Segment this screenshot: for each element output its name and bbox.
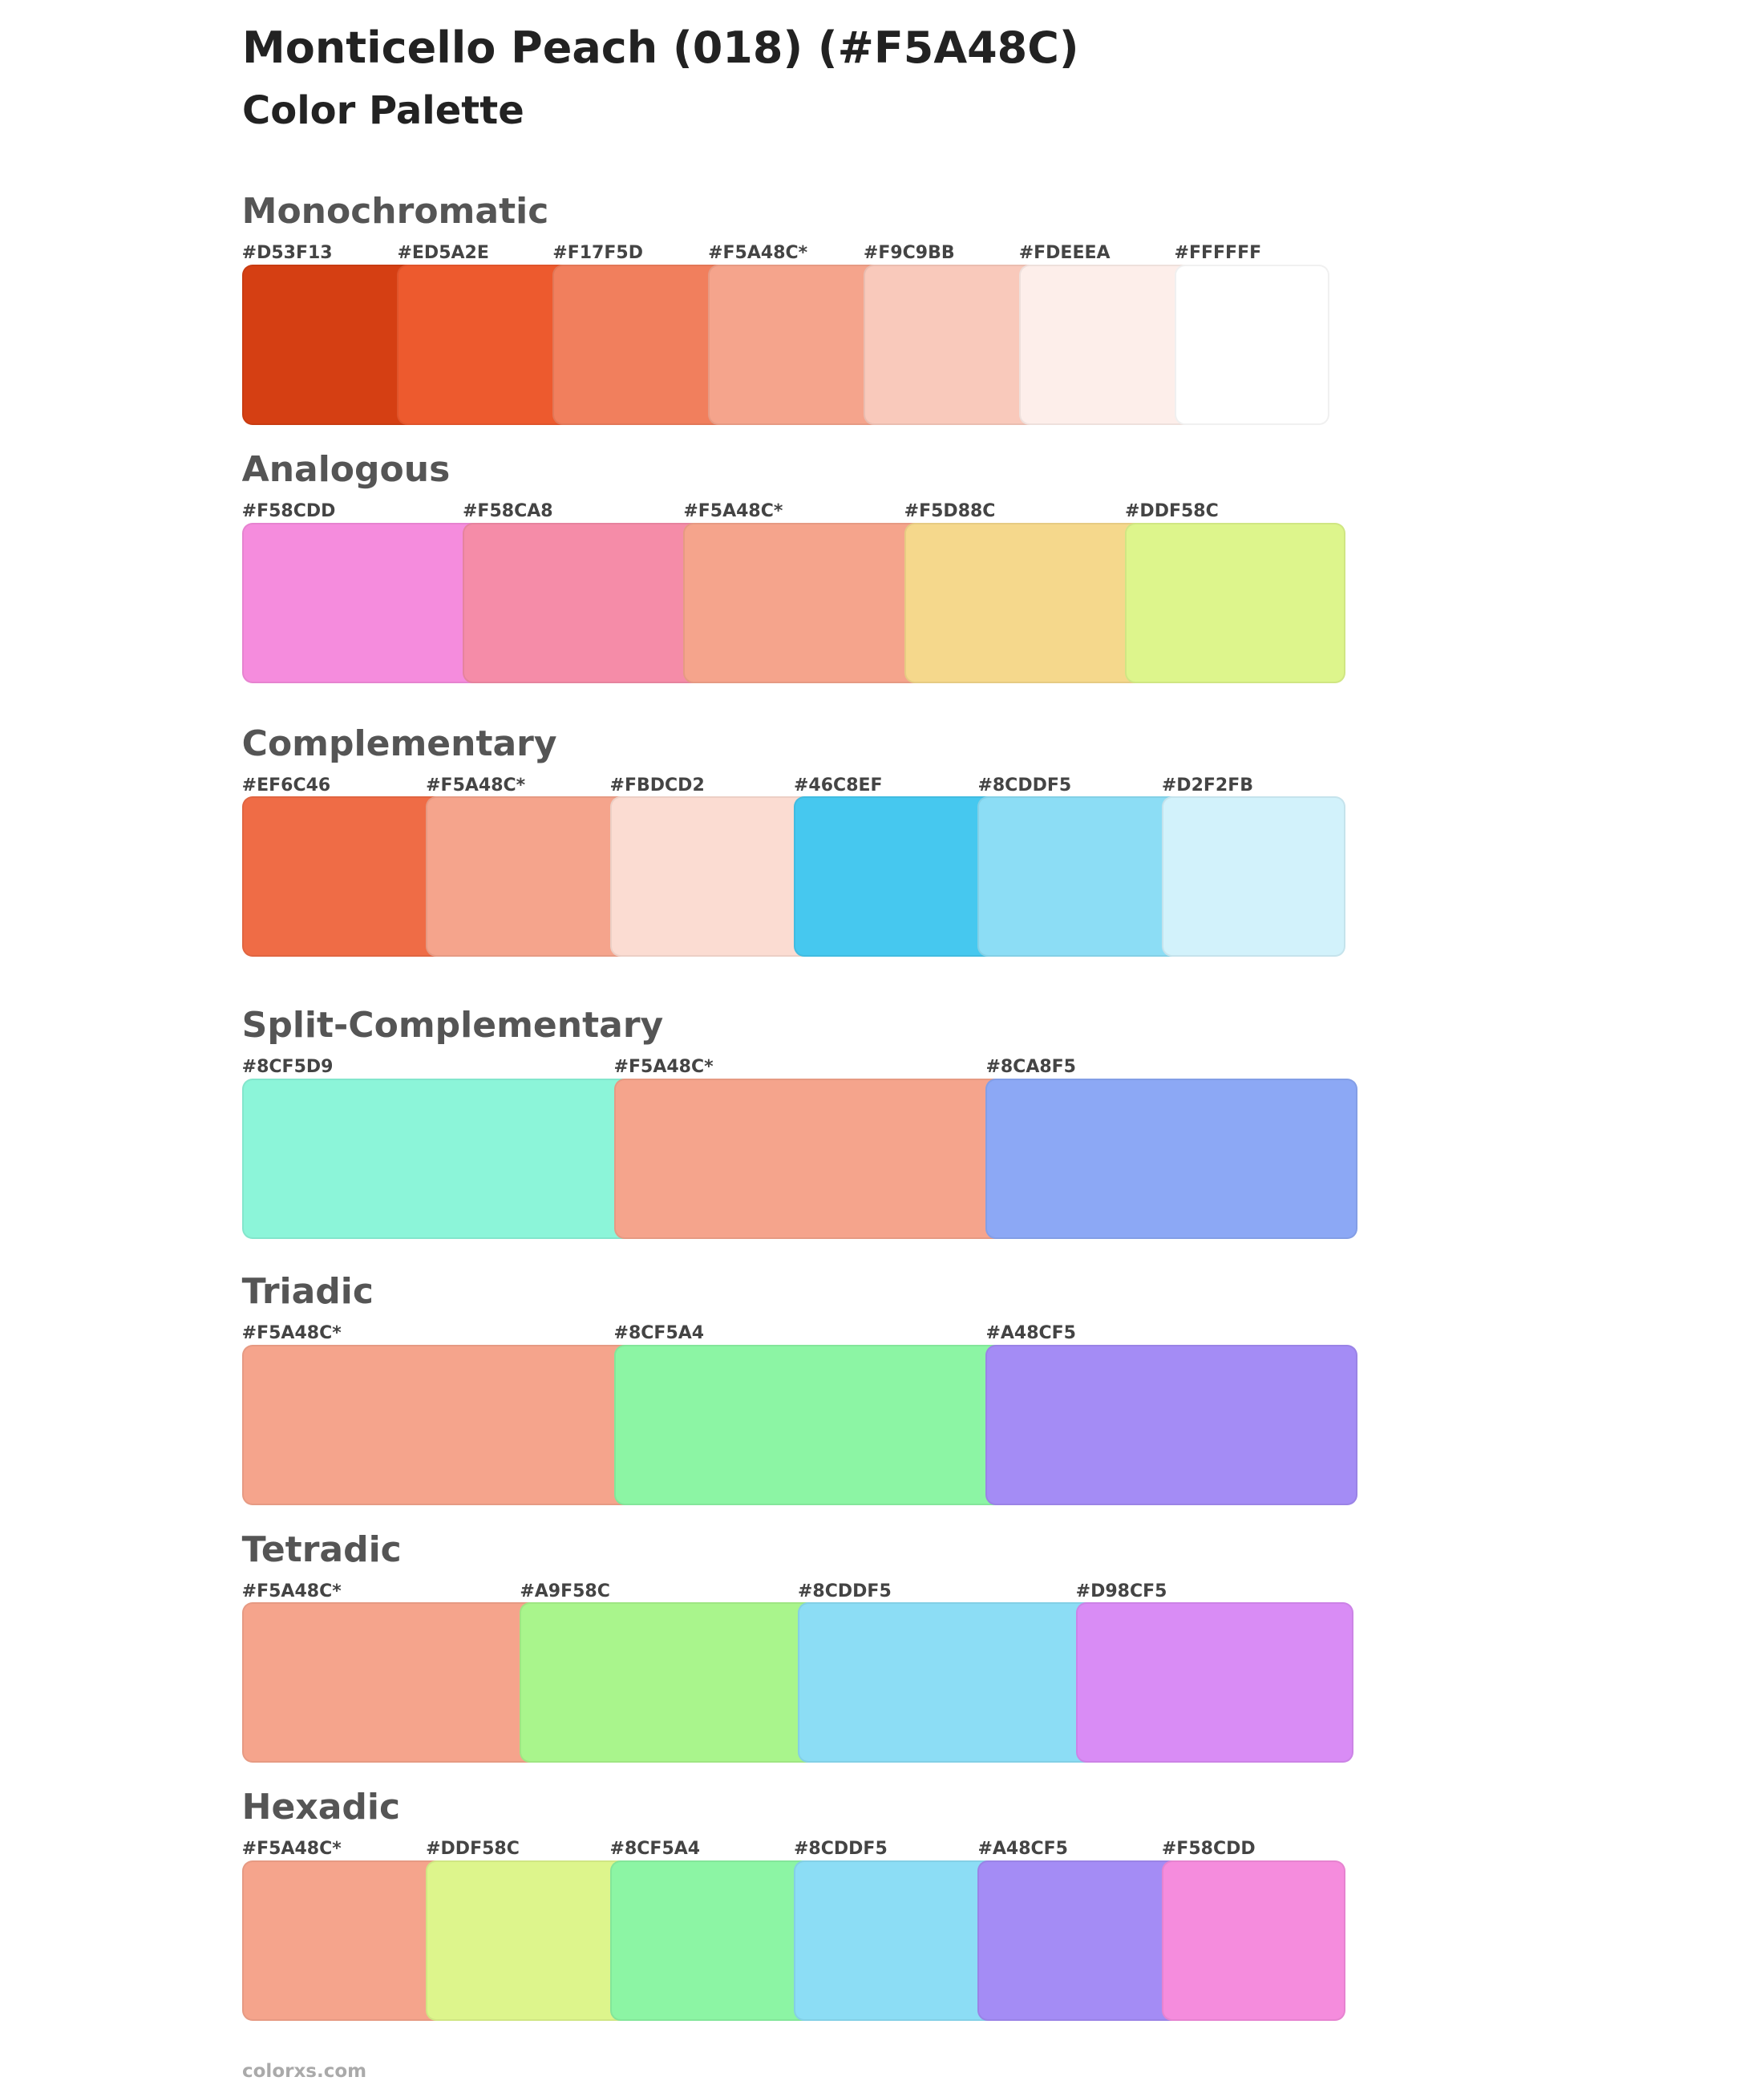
- color-swatch: [1174, 265, 1330, 425]
- swatch-label: #8CF5A4: [613, 1323, 705, 1343]
- color-swatch: [798, 1602, 1102, 1763]
- section-heading: Monochromatic: [241, 191, 549, 233]
- swatch-label: #F5A48C*: [241, 1839, 342, 1860]
- swatch-label: #A48CF5: [977, 1839, 1068, 1860]
- swatch-label: #F5A48C*: [241, 1323, 342, 1343]
- swatch-label: #DDF58C: [1125, 501, 1219, 521]
- swatch-label: #D2F2FB: [1161, 775, 1254, 796]
- swatch-label: #F5A48C*: [426, 775, 526, 796]
- color-swatch: [241, 1079, 641, 1239]
- color-swatch: [520, 1602, 825, 1763]
- color-swatch: [241, 796, 453, 957]
- swatch-label: #8CA8F5: [985, 1057, 1076, 1078]
- swatch-label: #F58CA8: [463, 501, 553, 521]
- section-heading: Split-Complementary: [241, 1005, 664, 1047]
- subtitle: Color Palette: [242, 88, 524, 133]
- swatch-label: #F5A48C*: [683, 501, 783, 521]
- section-heading: Triadic: [241, 1271, 374, 1312]
- color-swatch: [1161, 796, 1346, 957]
- color-swatch: [1161, 1860, 1346, 2021]
- color-swatch: [977, 796, 1189, 957]
- swatch-label: #A48CF5: [985, 1323, 1076, 1343]
- swatch-label: #D53F13: [241, 243, 333, 264]
- swatch-label: #F5A48C*: [613, 1057, 714, 1078]
- color-swatch: [552, 265, 735, 425]
- color-swatch: [241, 265, 424, 425]
- color-swatch: [397, 265, 580, 425]
- swatch-label: #F5A48C*: [708, 243, 808, 264]
- color-swatch: [426, 1860, 637, 2021]
- color-swatch: [463, 522, 710, 683]
- swatch-label: #FBDCD2: [609, 775, 705, 796]
- color-swatch: [1018, 265, 1201, 425]
- swatch-label: #8CDDF5: [794, 1839, 888, 1860]
- color-swatch: [609, 1860, 821, 2021]
- swatch-label: #FDEEEA: [1018, 243, 1111, 264]
- color-swatch: [1075, 1602, 1354, 1763]
- color-swatch: [613, 1079, 1013, 1239]
- swatch-label: #F5A48C*: [241, 1581, 342, 1601]
- swatch-label: #F5D88C: [904, 501, 996, 521]
- swatch-label: #46C8EF: [794, 775, 883, 796]
- swatch-label: #8CDDF5: [977, 775, 1072, 796]
- color-swatch: [613, 1344, 1013, 1505]
- swatch-label: #ED5A2E: [397, 243, 489, 264]
- color-swatch: [683, 522, 931, 683]
- color-swatch: [977, 1860, 1189, 2021]
- color-swatch: [794, 796, 1005, 957]
- swatch-label: #F58CDD: [241, 501, 336, 521]
- color-swatch: [426, 796, 637, 957]
- color-swatch: [241, 1860, 453, 2021]
- swatch-label: #8CF5D9: [241, 1057, 334, 1078]
- section-heading: Complementary: [241, 723, 557, 764]
- swatch-label: #D98CF5: [1075, 1581, 1167, 1601]
- title: Monticello Peach (018) (#F5A48C): [242, 22, 1079, 73]
- color-swatch: [985, 1079, 1358, 1239]
- swatch-label: #F17F5D: [552, 243, 643, 264]
- swatch-label: #DDF58C: [426, 1839, 520, 1860]
- section-heading: Tetradic: [241, 1528, 402, 1570]
- color-swatch: [609, 796, 821, 957]
- swatch-label: #8CF5A4: [609, 1839, 701, 1860]
- color-swatch: [985, 1344, 1358, 1505]
- color-swatch: [904, 522, 1152, 683]
- swatch-label: #FFFFFF: [1174, 243, 1262, 264]
- section-heading: Hexadic: [241, 1787, 401, 1828]
- color-swatch: [1125, 522, 1346, 683]
- color-swatch: [241, 1602, 547, 1763]
- color-swatch: [863, 265, 1046, 425]
- color-swatch: [794, 1860, 1005, 2021]
- color-swatch: [241, 522, 490, 683]
- section-heading: Analogous: [241, 449, 451, 490]
- footer: colorxs.com: [242, 2061, 367, 2082]
- swatch-label: #A9F58C: [520, 1581, 610, 1601]
- swatch-label: #EF6C46: [241, 775, 331, 796]
- color-swatch: [241, 1344, 641, 1505]
- swatch-label: #F9C9BB: [863, 243, 955, 264]
- swatch-label: #F58CDD: [1161, 1839, 1256, 1860]
- swatch-label: #8CDDF5: [798, 1581, 892, 1601]
